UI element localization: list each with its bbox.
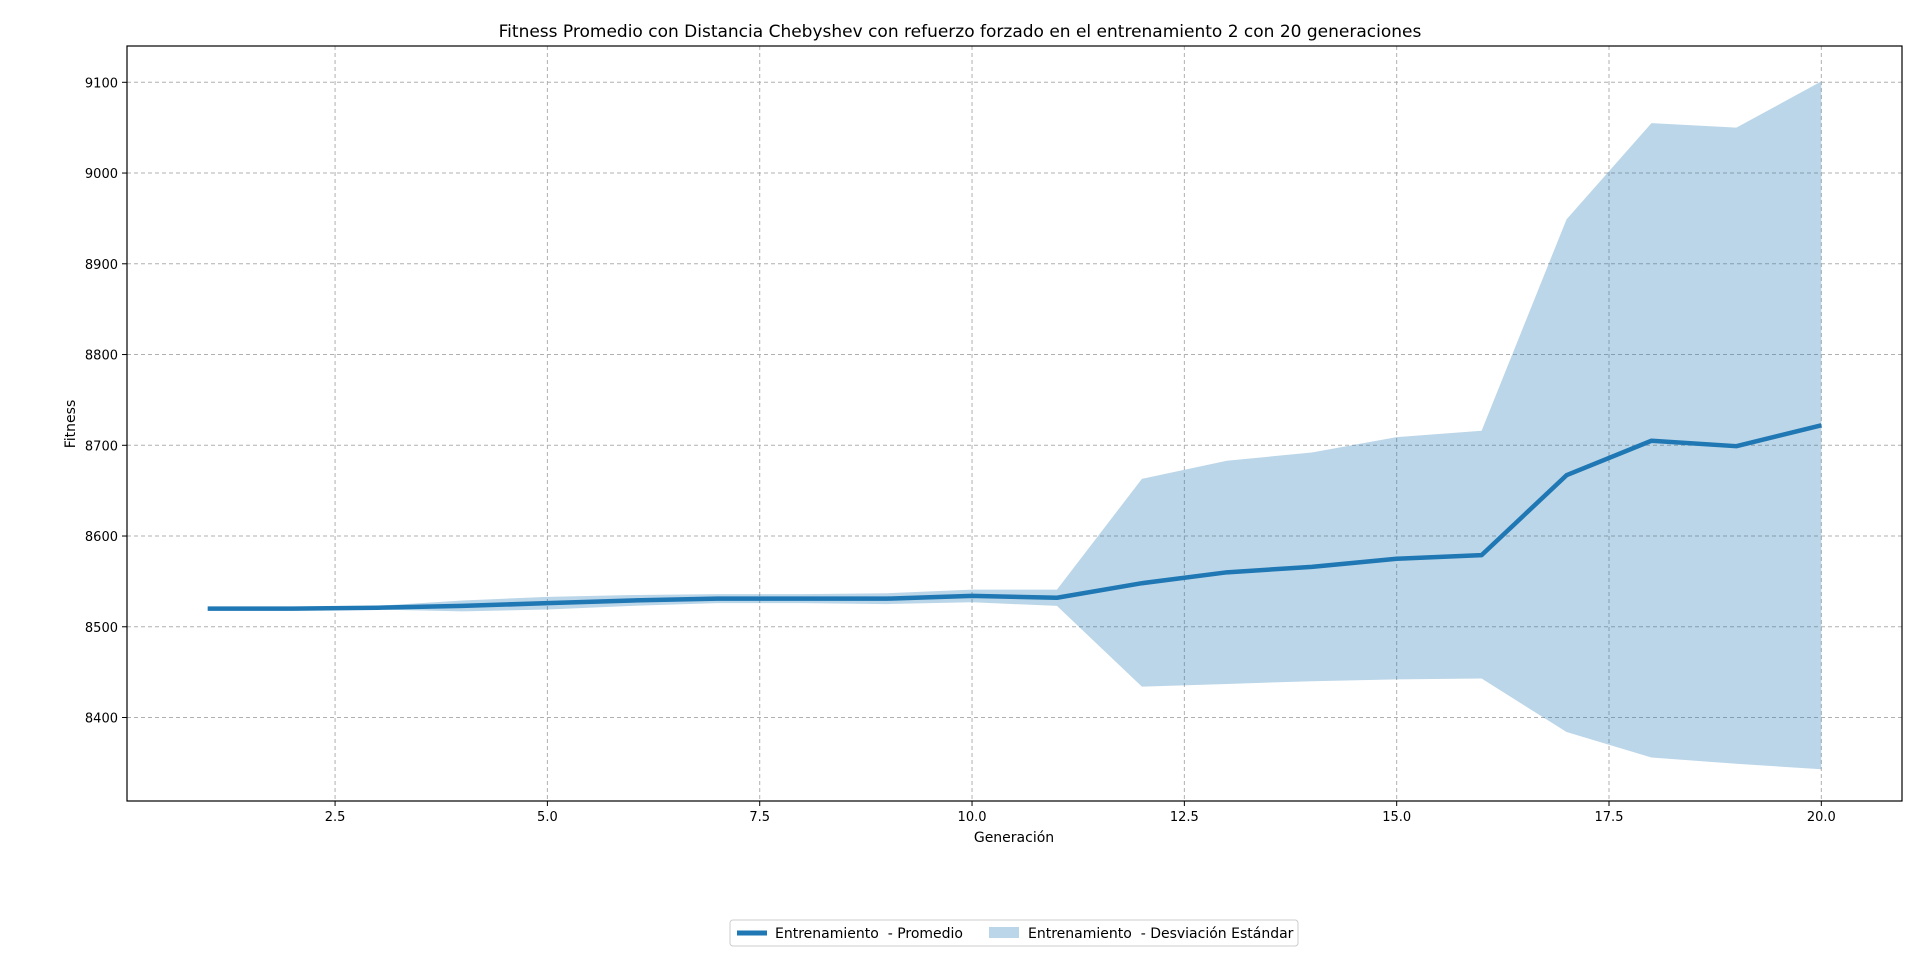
x-axis-ticks: 2.5 5.0 7.5 10.0 12.5 15.0 17.5 20.0 [325,801,1836,825]
grid-lines [127,46,1902,801]
x-tick-label: 7.5 [749,810,770,825]
std-band-layer [207,81,1822,770]
y-tick-label: 8400 [85,712,118,727]
std-band [207,81,1822,770]
y-tick-label: 8600 [85,530,118,545]
x-tick-label: 2.5 [325,810,346,825]
legend-swatch-desviacion [989,927,1019,938]
y-axis-ticks: 8400 8500 8600 8700 8800 8900 9000 9100 [85,76,127,727]
x-tick-label: 17.5 [1595,810,1624,825]
y-tick-label: 8800 [85,349,118,364]
y-axis-label: Fitness [63,400,79,449]
x-tick-label: 15.0 [1382,810,1411,825]
y-tick-label: 8700 [85,439,118,454]
legend-box [729,919,1299,947]
legend: Entrenamiento - Promedio Entrenamiento -… [729,919,1299,947]
x-tick-label: 20.0 [1807,810,1836,825]
y-tick-label: 8500 [85,621,118,636]
y-tick-label: 9100 [85,76,118,91]
mean-line-layer [207,423,1822,611]
legend-label-desviacion: Entrenamiento - Desviación Estándar [1028,926,1294,942]
legend-label-promedio: Entrenamiento - Promedio [775,926,963,942]
y-tick-label: 8900 [85,258,118,273]
x-tick-label: 10.0 [958,810,987,825]
x-axis-label: Generación [974,830,1054,846]
x-tick-label: 12.5 [1170,810,1199,825]
chart-title: Fitness Promedio con Distancia Chebyshev… [499,22,1422,42]
mean-line [207,423,1822,611]
x-tick-label: 5.0 [537,810,558,825]
plot-frame [126,45,1903,802]
y-tick-label: 9000 [85,167,118,182]
